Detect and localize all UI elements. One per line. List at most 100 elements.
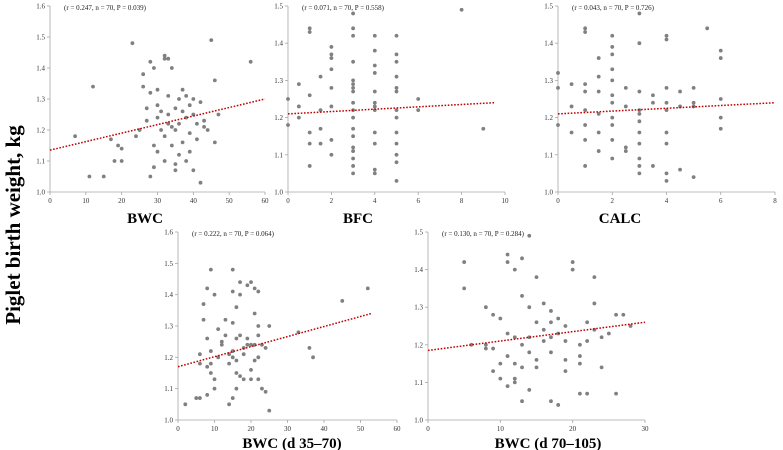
data-point xyxy=(583,108,588,113)
x-axis-title: BWC (d 35–70) xyxy=(242,436,341,450)
data-point xyxy=(202,125,206,129)
x-tick-label: 30 xyxy=(642,425,650,433)
data-point xyxy=(201,317,206,322)
data-point xyxy=(527,233,532,238)
x-tick-label: 0 xyxy=(176,425,180,433)
trend-line xyxy=(427,321,646,352)
data-point xyxy=(173,168,178,173)
data-point xyxy=(256,289,261,294)
data-point xyxy=(610,78,615,83)
data-point xyxy=(372,71,377,75)
data-point xyxy=(252,311,257,316)
data-point xyxy=(498,376,503,381)
y-tick-label: 1.4 xyxy=(274,40,283,48)
data-point xyxy=(91,84,95,89)
data-point xyxy=(329,138,334,142)
data-point xyxy=(664,85,669,90)
data-point xyxy=(623,145,628,150)
y-tick-label: 1.3 xyxy=(414,304,423,312)
x-tick-label: 2 xyxy=(330,197,334,205)
x-axis-title: CALC xyxy=(599,211,642,227)
y-tick-label: 1.1 xyxy=(36,158,45,166)
data-point xyxy=(583,30,588,34)
data-point xyxy=(245,336,250,341)
data-point xyxy=(307,346,312,350)
data-point xyxy=(130,41,135,46)
x-tick-label: 6 xyxy=(719,197,723,205)
data-point xyxy=(180,109,185,114)
data-point xyxy=(549,309,553,313)
data-point xyxy=(556,316,561,321)
data-point xyxy=(296,115,301,120)
data-point xyxy=(238,280,242,285)
x-tick-label: 4 xyxy=(373,197,377,205)
data-point xyxy=(286,97,290,101)
data-point xyxy=(651,164,655,168)
y-tick-label: 1.3 xyxy=(274,77,283,85)
data-point xyxy=(141,84,146,89)
chart-panel-5: 1.0 1.1 1.2 1.3 1.4 1.5 0 10 20 30 (r = 0.130, n =… xyxy=(414,229,649,450)
trend-line xyxy=(287,101,495,115)
data-point xyxy=(152,165,156,170)
x-tick-label: 20 xyxy=(118,197,126,205)
data-point xyxy=(238,333,242,338)
y-tick-label: 1.4 xyxy=(36,65,45,73)
data-point xyxy=(351,126,355,131)
y-tick-label: 1.0 xyxy=(164,417,173,425)
data-point xyxy=(267,324,272,328)
y-tick-label: 1.6 xyxy=(36,3,45,11)
data-point xyxy=(177,97,181,101)
data-point xyxy=(329,67,334,72)
data-point xyxy=(166,56,171,61)
data-point xyxy=(230,355,235,360)
y-tick-label: 1.1 xyxy=(414,379,423,387)
data-point xyxy=(162,134,167,139)
data-point xyxy=(155,149,160,154)
data-point xyxy=(256,324,261,328)
data-point xyxy=(462,286,467,291)
correlation-stat: (r = 0.043, n = 70, P = 0.726) xyxy=(572,4,655,12)
data-point xyxy=(718,56,723,60)
data-point xyxy=(556,403,561,407)
data-point xyxy=(610,93,615,98)
data-point xyxy=(238,292,242,297)
x-tick-label: 6 xyxy=(416,197,420,205)
data-point xyxy=(223,333,228,338)
data-point xyxy=(534,365,539,370)
data-point xyxy=(159,109,163,114)
data-point xyxy=(134,134,138,139)
data-point xyxy=(512,380,517,385)
data-point xyxy=(372,48,377,53)
data-point xyxy=(198,396,202,400)
data-point xyxy=(351,89,355,94)
trend-line xyxy=(177,312,372,368)
data-point xyxy=(585,320,590,325)
data-point xyxy=(512,335,517,340)
y-tick-label: 1.1 xyxy=(164,385,173,393)
data-point xyxy=(628,324,633,328)
data-point xyxy=(394,130,399,135)
data-point xyxy=(208,361,213,366)
data-point xyxy=(234,358,239,363)
data-point xyxy=(329,45,334,49)
data-point xyxy=(173,128,178,132)
correlation-stat: (r = 0.130, n = 70, P = 0.284) xyxy=(442,230,525,238)
data-point xyxy=(340,299,345,303)
data-point xyxy=(563,369,568,374)
data-point xyxy=(180,140,185,145)
data-point xyxy=(394,85,399,90)
data-point xyxy=(329,104,334,109)
y-tick-label: 1.0 xyxy=(544,189,553,197)
data-point xyxy=(166,112,171,117)
data-point xyxy=(664,100,669,105)
data-point xyxy=(372,33,377,38)
data-point xyxy=(534,357,539,362)
data-point xyxy=(520,256,524,261)
data-point xyxy=(249,377,253,382)
data-point xyxy=(177,152,181,157)
data-point xyxy=(227,402,232,407)
data-point xyxy=(205,393,210,397)
x-axis-title: BWC (d 70–105) xyxy=(495,436,602,450)
data-point xyxy=(599,335,604,340)
data-point xyxy=(351,82,355,87)
